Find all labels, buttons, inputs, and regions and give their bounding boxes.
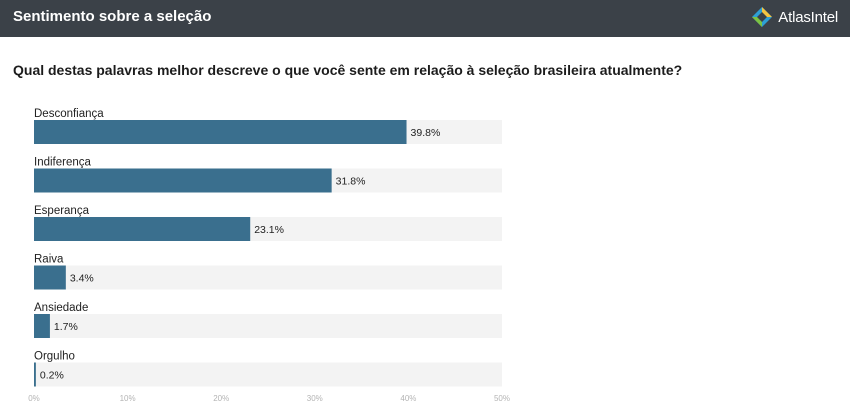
x-tick-label: 0% <box>28 394 40 403</box>
value-label: 3.4% <box>70 273 94 285</box>
x-tick-label: 30% <box>307 394 323 403</box>
bar <box>34 120 407 144</box>
value-label: 39.8% <box>411 127 441 139</box>
bar <box>34 168 332 193</box>
bar-track <box>34 362 502 387</box>
bar <box>34 314 50 338</box>
brand: AtlasIntel <box>751 5 838 29</box>
category-label: Orgulho <box>34 351 75 363</box>
category-label: Desconfiança <box>34 108 104 120</box>
category-label: Raiva <box>34 254 64 266</box>
x-tick-label: 10% <box>120 394 136 403</box>
bar <box>34 362 36 387</box>
value-label: 0.2% <box>40 370 64 382</box>
header-bar: Sentimento sobre a seleção AtlasIntel <box>0 0 850 37</box>
value-label: 23.1% <box>254 224 284 236</box>
bar-track <box>34 265 502 290</box>
x-tick-label: 20% <box>213 394 229 403</box>
x-tick-label: 40% <box>400 394 416 403</box>
bar-chart: Desconfiança 39.8% Indiferença 31.8% Esperan… <box>28 108 510 403</box>
page-title: Sentimento sobre a seleção <box>13 8 212 25</box>
bar <box>34 265 66 290</box>
x-tick-label: 50% <box>494 394 510 403</box>
category-label: Esperança <box>34 205 90 217</box>
question-text: Qual destas palavras melhor descreve o q… <box>13 62 683 78</box>
atlasintel-logo-icon <box>752 7 773 27</box>
bar <box>34 217 251 241</box>
value-label: 31.8% <box>336 176 366 188</box>
brand-name: AtlasIntel <box>778 8 838 26</box>
value-label: 1.7% <box>54 321 78 333</box>
bar-track <box>34 314 502 338</box>
category-label: Indiferença <box>34 157 92 169</box>
category-label: Ansiedade <box>34 302 88 314</box>
